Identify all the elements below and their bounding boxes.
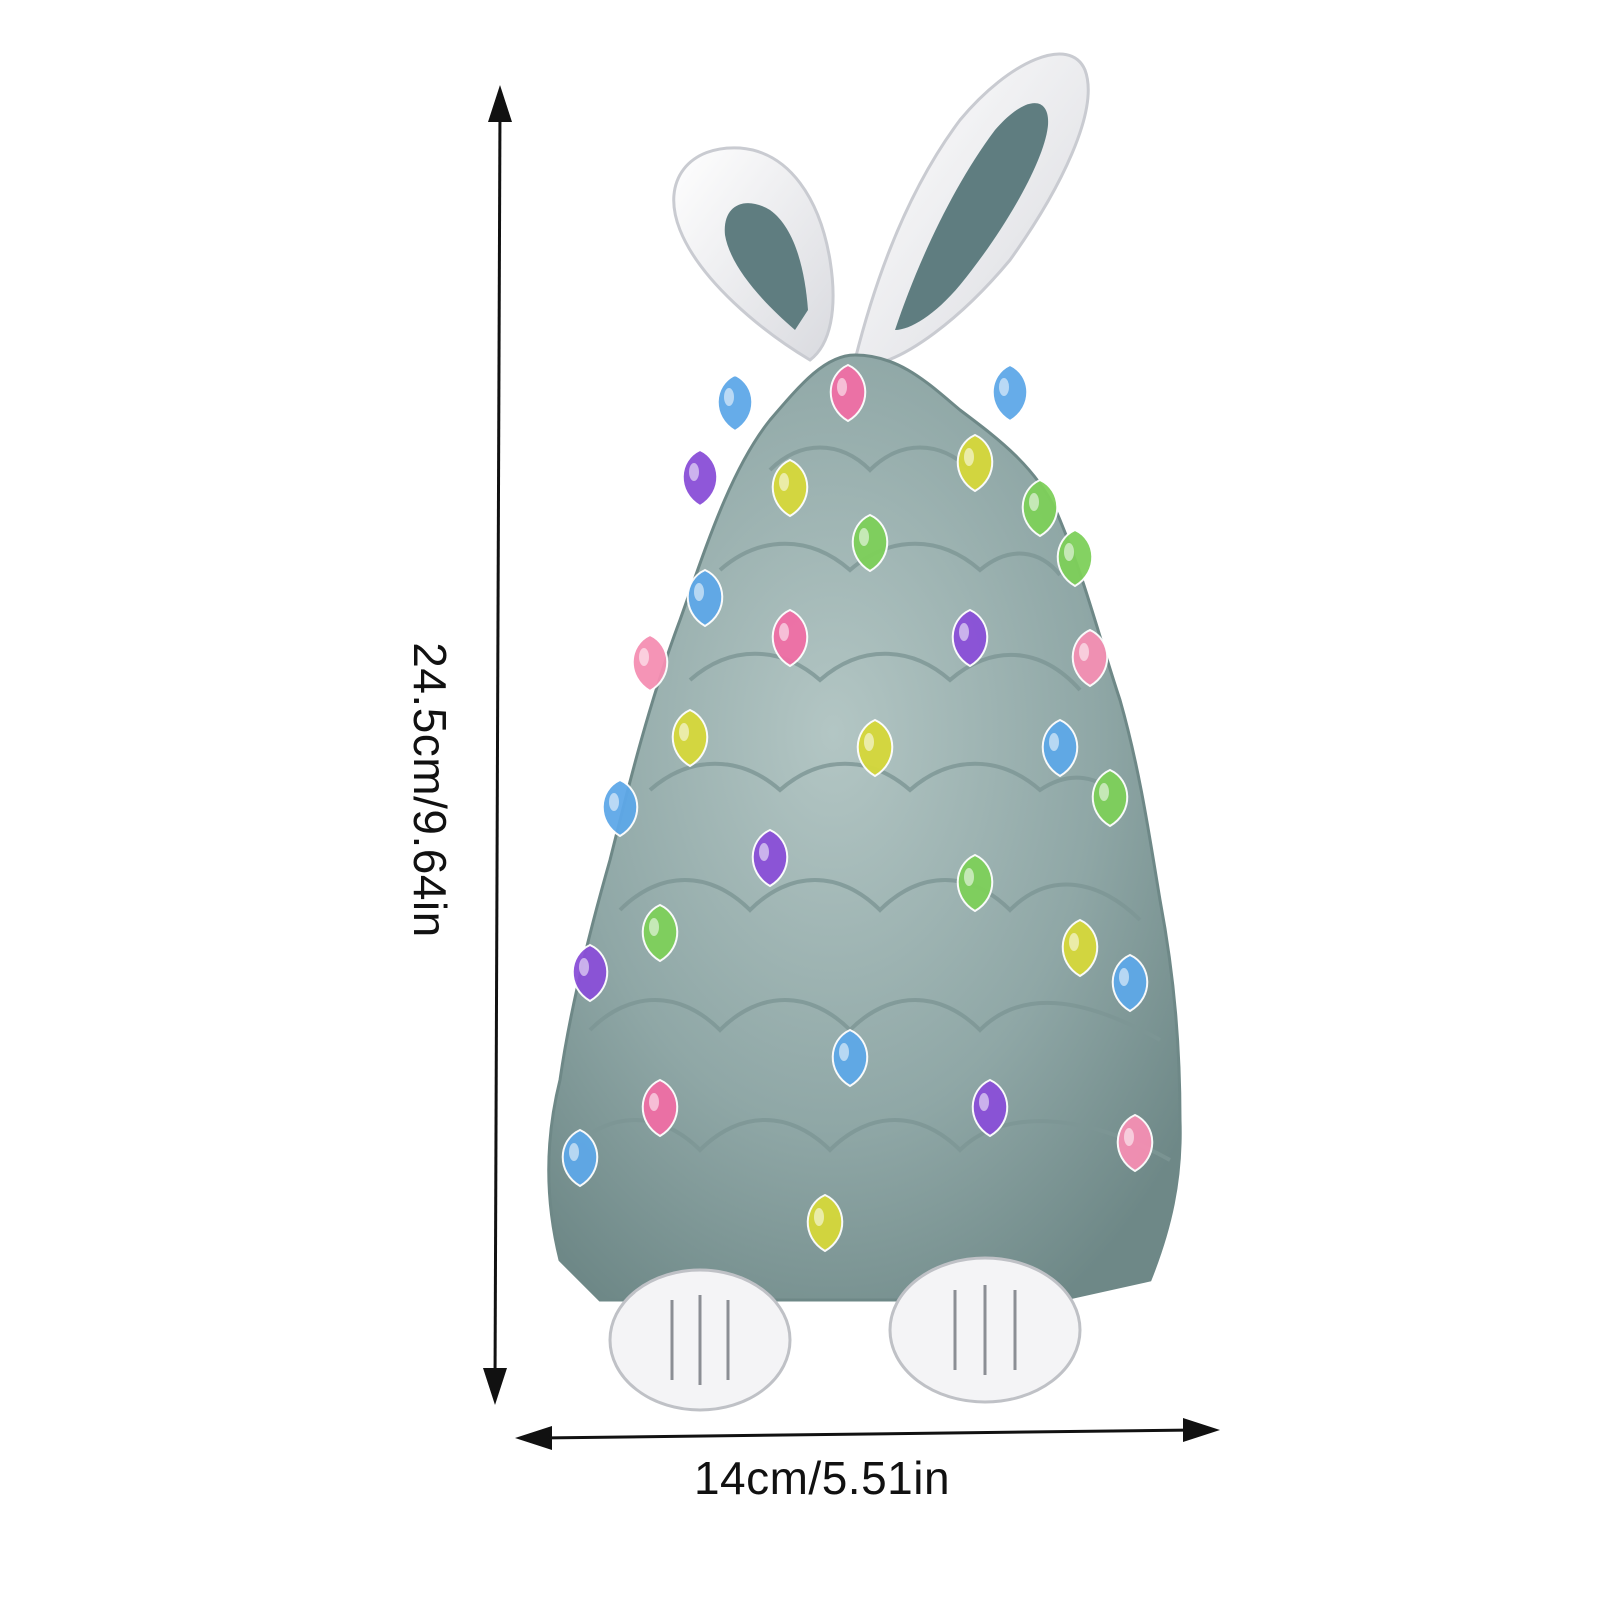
bulb-highlight-22 bbox=[1069, 933, 1079, 951]
bulb-24 bbox=[1111, 953, 1149, 1013]
bulb-4 bbox=[771, 458, 809, 518]
bulb-0 bbox=[829, 363, 867, 423]
bulb-highlight-2 bbox=[999, 378, 1009, 396]
bulb-8 bbox=[686, 568, 724, 628]
bulb-5 bbox=[956, 433, 994, 493]
bulb-highlight-3 bbox=[689, 463, 699, 481]
bulb-highlight-12 bbox=[639, 648, 649, 666]
bulb-9 bbox=[1056, 528, 1094, 588]
bulb-highlight-14 bbox=[679, 723, 689, 741]
bulb-10 bbox=[771, 608, 809, 668]
bulb-highlight-10 bbox=[779, 623, 789, 641]
bulb-highlight-18 bbox=[1099, 783, 1109, 801]
bunny-feet bbox=[608, 1256, 1082, 1412]
bulb-25 bbox=[831, 1028, 869, 1088]
bulb-highlight-0 bbox=[837, 378, 847, 396]
bulb-highlight-5 bbox=[964, 448, 974, 466]
bulb-highlight-16 bbox=[1049, 733, 1059, 751]
bulb-highlight-25 bbox=[839, 1043, 849, 1061]
bulb-14 bbox=[671, 708, 709, 768]
bulb-highlight-30 bbox=[814, 1208, 824, 1226]
bulb-highlight-24 bbox=[1119, 968, 1129, 986]
bulb-1 bbox=[716, 373, 754, 433]
bulb-highlight-7 bbox=[859, 528, 869, 546]
width-dimension-arrow bbox=[515, 1418, 1220, 1450]
height-dimension-arrow bbox=[483, 85, 512, 1405]
bulb-17 bbox=[601, 778, 639, 838]
bulb-22 bbox=[1061, 918, 1099, 978]
bulb-highlight-17 bbox=[609, 793, 619, 811]
bulb-highlight-9 bbox=[1064, 543, 1074, 561]
arrow-down-icon bbox=[483, 1368, 507, 1405]
bulb-6 bbox=[1021, 478, 1059, 538]
bulb-highlight-1 bbox=[724, 388, 734, 406]
bulb-26 bbox=[641, 1078, 679, 1138]
bulb-21 bbox=[641, 903, 679, 963]
bulb-highlight-27 bbox=[979, 1093, 989, 1111]
bulb-highlight-4 bbox=[779, 473, 789, 491]
bulb-highlight-11 bbox=[959, 623, 969, 641]
bulb-highlight-13 bbox=[1079, 643, 1089, 661]
arrow-right-icon bbox=[1183, 1418, 1220, 1442]
bulb-30 bbox=[806, 1193, 844, 1253]
height-label: 24.5cm/9.64in bbox=[404, 642, 456, 938]
bulb-28 bbox=[1116, 1113, 1154, 1173]
bulb-15 bbox=[856, 718, 894, 778]
bulb-27 bbox=[971, 1078, 1009, 1138]
bulb-12 bbox=[631, 633, 669, 693]
bulb-20 bbox=[956, 853, 994, 913]
bulb-highlight-15 bbox=[864, 733, 874, 751]
bulb-highlight-26 bbox=[649, 1093, 659, 1111]
bulb-7 bbox=[851, 513, 889, 573]
bulb-18 bbox=[1091, 768, 1129, 828]
bulb-16 bbox=[1041, 718, 1079, 778]
bulb-highlight-29 bbox=[569, 1143, 579, 1161]
bulb-highlight-19 bbox=[759, 843, 769, 861]
bulb-highlight-23 bbox=[579, 958, 589, 976]
bulb-highlight-21 bbox=[649, 918, 659, 936]
bulb-29 bbox=[561, 1128, 599, 1188]
arrow-up-icon bbox=[488, 85, 512, 122]
bulb-11 bbox=[951, 608, 989, 668]
bunny-ears bbox=[672, 52, 1090, 367]
bulb-23 bbox=[571, 943, 609, 1003]
bulb-highlight-6 bbox=[1029, 493, 1039, 511]
bulb-19 bbox=[751, 828, 789, 888]
bulb-highlight-8 bbox=[694, 583, 704, 601]
width-label: 14cm/5.51in bbox=[693, 1452, 951, 1504]
bulb-highlight-20 bbox=[964, 868, 974, 886]
arrow-left-icon bbox=[515, 1426, 552, 1450]
bulb-highlight-28 bbox=[1124, 1128, 1134, 1146]
bulb-13 bbox=[1071, 628, 1109, 688]
ceramic-tree-body bbox=[547, 353, 1182, 1302]
bulb-3 bbox=[681, 448, 719, 508]
bulb-2 bbox=[991, 363, 1029, 423]
bulb-group bbox=[561, 363, 1154, 1253]
